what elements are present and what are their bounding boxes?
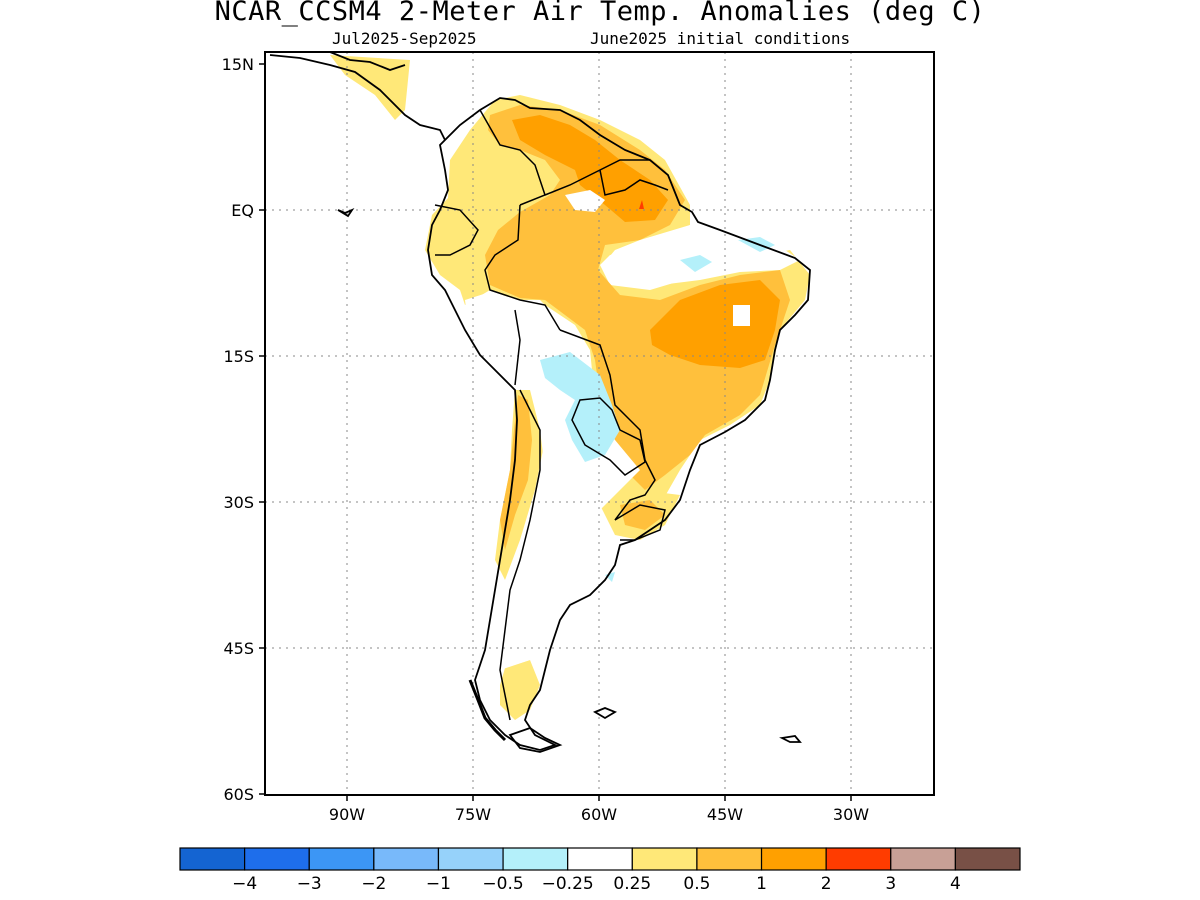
- colorbar-label: 4: [950, 874, 961, 894]
- lon-tick-labels: 90W 75W 60W 45W 30W: [329, 805, 869, 824]
- colorbar-swatch: [502, 847, 569, 871]
- colorbar-label: −0.25: [542, 874, 594, 894]
- gridlines: [265, 52, 934, 795]
- shade-amazon-orange: [485, 105, 790, 490]
- lat-label-60s: 60S: [223, 785, 254, 804]
- border-argentina-brazil: [614, 459, 656, 521]
- colorbar-swatch: [696, 847, 763, 871]
- border-ecuador: [434, 204, 479, 256]
- country-borders: [434, 109, 669, 721]
- colorbar-swatch: [244, 847, 310, 871]
- forecast-period: Jul2025-Sep2025: [332, 29, 477, 48]
- colorbar-swatch: [567, 847, 633, 871]
- border-bolivia-brazil: [559, 329, 646, 461]
- colorbar-swatch: [825, 847, 892, 871]
- colorbar-swatch: [179, 847, 246, 871]
- colorbar-label: −4: [232, 874, 257, 894]
- falklands: [592, 707, 618, 720]
- lon-label-75w: 75W: [455, 805, 491, 824]
- colorbar-swatch: [373, 847, 440, 871]
- lat-label-15n: 15N: [222, 55, 254, 74]
- colorbar-label: 3: [885, 874, 896, 894]
- map-title: NCAR_CCSM4 2-Meter Air Temp. Anomalies (…: [214, 0, 986, 27]
- shade-argentina-lightblue: [605, 572, 615, 582]
- colorbar-label: −1: [426, 874, 451, 894]
- shade-guiana-darkorange: [512, 115, 668, 222]
- shade-amazon-white: [565, 190, 605, 212]
- border-colombia-venezuela: [479, 109, 546, 206]
- border-chile-argentina: [499, 389, 541, 721]
- colorbar-swatch: [631, 847, 698, 871]
- border-guianas: [599, 169, 669, 196]
- shade-ne-lightblue: [680, 255, 712, 272]
- lat-tick-labels: 15N EQ 15S 30S 45S 60S: [222, 55, 254, 804]
- colorbar-label: 1: [756, 874, 767, 894]
- colorbar-label: 0.25: [613, 874, 651, 894]
- colorbar-label: 2: [821, 874, 832, 894]
- colorbar-swatch: [437, 847, 504, 871]
- border-peru-bolivia: [514, 309, 521, 386]
- missing-data-cell: [733, 305, 750, 326]
- tierra-del-fuego: [508, 727, 563, 753]
- tick-marks: [259, 63, 852, 801]
- colorbar: −4 −3 −2 −1 −0.5 −0.25 0.25 0.5 1 2 3 4: [179, 847, 1021, 894]
- shade-andes-white: [465, 292, 640, 670]
- shade-red-spot: [639, 200, 644, 209]
- lat-label-eq: EQ: [231, 201, 254, 220]
- colorbar-label: 0.5: [683, 874, 710, 894]
- colorbar-swatch: [308, 847, 375, 871]
- colorbar-swatch: [760, 847, 827, 871]
- lon-label-45w: 45W: [707, 805, 743, 824]
- lon-label-90w: 90W: [329, 805, 365, 824]
- colorbar-swatch: [890, 847, 956, 871]
- initial-conditions: June2025 initial conditions: [590, 29, 851, 48]
- colorbar-label: −2: [361, 874, 386, 894]
- lat-label-30s: 30S: [223, 493, 254, 512]
- shade-ne-brazil-darkorange: [650, 280, 780, 368]
- colorbar-swatch: [954, 847, 1021, 871]
- lat-label-45s: 45S: [223, 639, 254, 658]
- shade-chaco-lightblue: [540, 352, 620, 462]
- border-peru-brazil: [484, 204, 561, 331]
- chile-fjords: [468, 679, 507, 742]
- south-georgia: [779, 735, 802, 743]
- lat-label-15s: 15S: [223, 347, 254, 366]
- caribbean-coastline: [329, 52, 406, 71]
- colorbar-label: −0.5: [482, 874, 523, 894]
- border-paraguay: [571, 397, 646, 476]
- galapagos: [337, 207, 355, 218]
- lon-label-30w: 30W: [833, 805, 869, 824]
- colorbar-label: −3: [297, 874, 322, 894]
- coastlines: [269, 52, 811, 753]
- south-america-coastline: [427, 97, 811, 751]
- central-america-coastline: [269, 54, 446, 141]
- lon-label-60w: 60W: [581, 805, 617, 824]
- border-uruguay: [614, 504, 666, 541]
